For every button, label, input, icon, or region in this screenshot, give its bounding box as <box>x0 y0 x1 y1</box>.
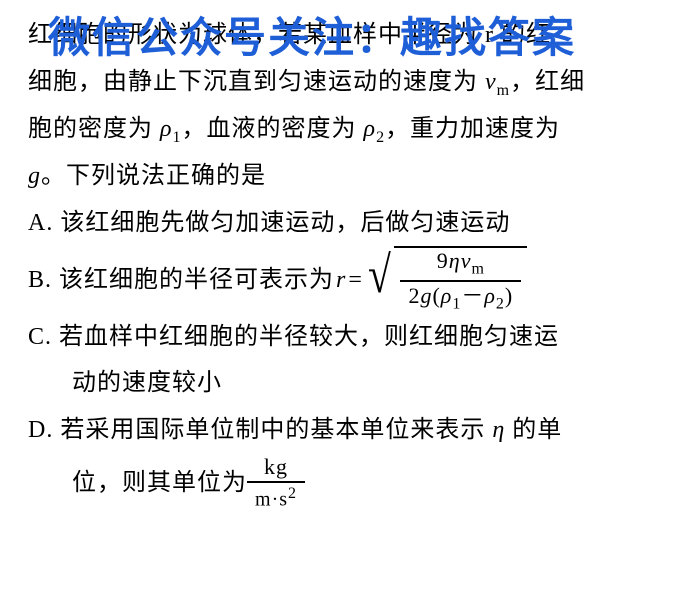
den-minus: － <box>461 283 484 308</box>
optd1a: D. 若采用国际单位制中的基本单位来表示 <box>28 417 492 443</box>
sub-2: 2 <box>376 129 385 146</box>
optd2-prefix: 位，则其单位为 <box>72 460 247 507</box>
stem-l3c: ，重力加速度为 <box>385 116 560 142</box>
stem-line-2: 细胞，由静止下沉直到匀速运动的速度为 vm，红细 <box>28 59 672 106</box>
option-b: B. 该红细胞的半径可表示为 r = √ 9ηvm 2g(ρ1－ρ2) <box>28 246 672 313</box>
stem-l4b: 。下列说法正确的是 <box>41 163 266 189</box>
sqrt-expression: √ 9ηvm 2g(ρ1－ρ2) <box>365 246 527 313</box>
option-b-prefix: B. 该红细胞的半径可表示为 <box>28 257 334 304</box>
num-eta: η <box>449 248 461 273</box>
eq-sign: = <box>348 257 363 304</box>
stem-l3b: ，血液的密度为 <box>182 116 364 142</box>
fraction: 9ηvm 2g(ρ1－ρ2) <box>400 248 521 313</box>
var-g: g <box>28 163 41 189</box>
stem-line-1: 红细胞的形状为球体，若某血样中半径为 r 的红 <box>28 12 672 59</box>
rho-2: ρ <box>364 116 377 142</box>
den-lparen: ( <box>432 283 440 308</box>
den-g: g <box>420 283 432 308</box>
var-v: v <box>485 69 497 95</box>
option-d-line-1: D. 若采用国际单位制中的基本单位来表示 η 的单 <box>28 407 672 454</box>
unit-fraction: kg m·s2 <box>247 454 305 512</box>
den-rho2: ρ <box>484 283 496 308</box>
num-sub-m: m <box>471 261 484 278</box>
rho-1: ρ <box>160 116 173 142</box>
var-r: r <box>336 257 346 304</box>
stem-l3a: 胞的密度为 <box>28 116 160 142</box>
num-v: v <box>461 248 472 273</box>
unit-num: kg <box>256 454 296 481</box>
option-c-line-2: 动的速度较小 <box>28 360 672 407</box>
unit-den: m·s2 <box>247 481 305 512</box>
sqrt-body: 9ηvm 2g(ρ1－ρ2) <box>394 246 527 313</box>
option-a: A. 该红细胞先做匀加速运动，后做匀速运动 <box>28 200 672 247</box>
unit-sq: 2 <box>288 485 297 502</box>
optd1b: 的单 <box>505 417 562 443</box>
numerator: 9ηvm <box>429 248 493 280</box>
stem-l2a: 细胞，由静止下沉直到匀速运动的速度为 <box>28 69 485 95</box>
den-sub2: 2 <box>496 295 505 312</box>
sub-1: 1 <box>173 129 182 146</box>
unit-s: s <box>279 489 288 511</box>
stem-l2b: ，红细 <box>510 69 585 95</box>
sub-m: m <box>497 82 510 99</box>
den-2: 2 <box>408 283 420 308</box>
den-rho1: ρ <box>441 283 453 308</box>
den-rparen: ) <box>505 283 513 308</box>
stem-line-3: 胞的密度为 ρ1，血液的密度为 ρ2，重力加速度为 <box>28 106 672 153</box>
unit-m: m <box>255 489 272 511</box>
denominator: 2g(ρ1－ρ2) <box>400 280 521 314</box>
option-d-line-2: 位，则其单位为 kg m·s2 <box>28 454 672 512</box>
option-c-line-1: C. 若血样中红细胞的半径较大，则红细胞匀速运 <box>28 314 672 361</box>
den-sub1: 1 <box>452 295 461 312</box>
sqrt-symbol: √ <box>368 260 392 291</box>
stem-line-4: g。下列说法正确的是 <box>28 153 672 200</box>
num-9: 9 <box>437 248 449 273</box>
optd-eta: η <box>492 417 505 443</box>
